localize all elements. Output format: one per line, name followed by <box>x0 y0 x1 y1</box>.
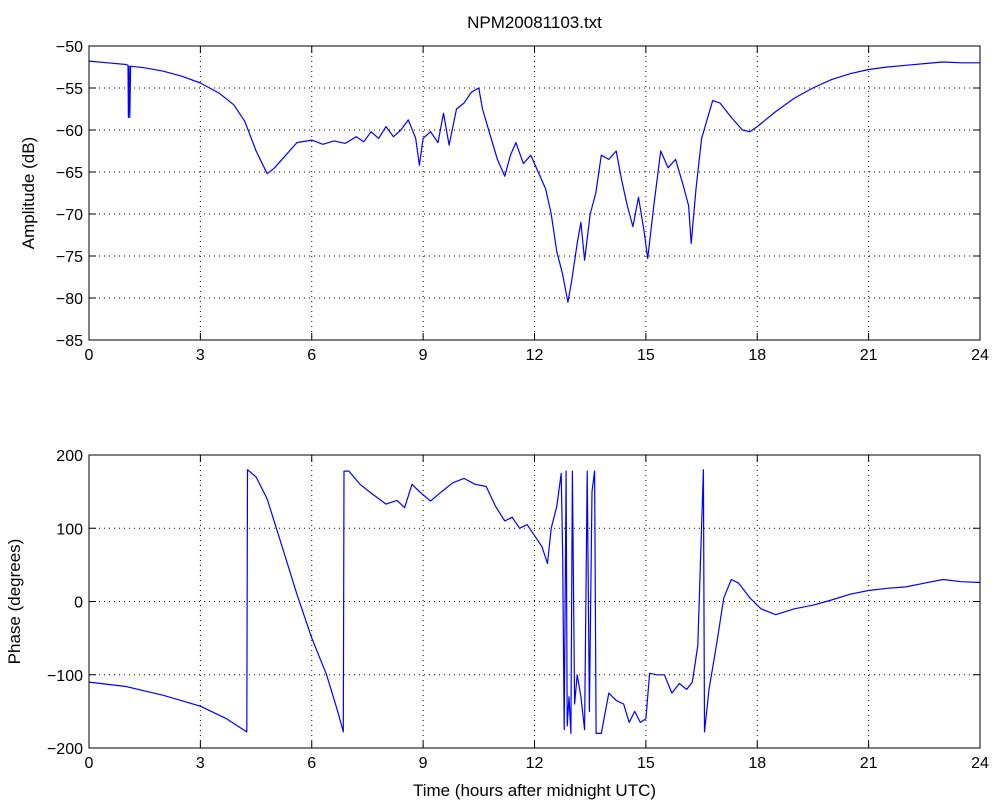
x-tick-label: 15 <box>637 755 655 772</box>
x-tick-label: 6 <box>307 347 316 364</box>
plot-panel-2: 0 3 6 9 12 15 18 21 24 200 100 0 −100 −200 Phase (degr… <box>5 448 989 800</box>
y-tick-label: 0 <box>74 595 83 612</box>
y-tick-label: −70 <box>56 207 83 224</box>
x-tick-label: 21 <box>860 755 878 772</box>
x-tick-label: 3 <box>196 755 205 772</box>
x-tick-label: 12 <box>526 755 544 772</box>
x-axis-label: Time (hours after midnight UTC) <box>413 781 656 800</box>
y-axis-label: Phase (degrees) <box>5 539 24 665</box>
x-tick-label: 6 <box>307 755 316 772</box>
x-tick-label: 24 <box>971 347 989 364</box>
chart-title: NPM20081103.txt <box>467 13 602 32</box>
y-tick-label: −75 <box>56 249 83 266</box>
y-tick-label: −100 <box>47 668 83 685</box>
y-tick-label: 100 <box>56 521 83 538</box>
y-tick-label: −55 <box>56 81 83 98</box>
x-tick-label: 3 <box>196 347 205 364</box>
x-tick-label: 21 <box>860 347 878 364</box>
y-tick-label: −60 <box>56 123 83 140</box>
y-tick-label: −65 <box>56 165 83 182</box>
x-tick-label: 0 <box>85 347 94 364</box>
axes-frame <box>89 46 980 340</box>
y-tick-label: −50 <box>56 39 83 56</box>
x-tick-label: 18 <box>748 755 766 772</box>
y-tick-label: −80 <box>56 291 83 308</box>
x-tick-label: 12 <box>526 347 544 364</box>
x-tick-label: 0 <box>85 755 94 772</box>
x-tick-label: 18 <box>748 347 766 364</box>
y-axis-label: Amplitude (dB) <box>19 137 38 249</box>
x-tick-label: 9 <box>419 755 428 772</box>
x-tick-label: 24 <box>971 755 989 772</box>
y-tick-label: −200 <box>47 741 83 758</box>
y-tick-label: 200 <box>56 448 83 465</box>
plot-panel-1: 0 3 6 9 12 15 18 21 24 −50 −55 −60 −65 −70 −75 −80 −85 Am… <box>19 39 989 364</box>
y-tick-label: −85 <box>56 333 83 350</box>
x-tick-label: 9 <box>419 347 428 364</box>
x-tick-label: 15 <box>637 347 655 364</box>
